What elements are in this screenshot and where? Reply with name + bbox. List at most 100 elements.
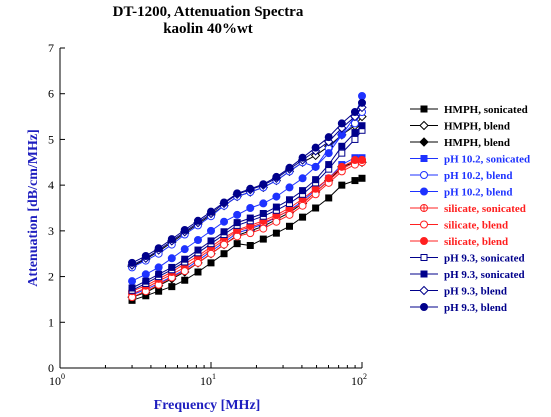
legend-item: pH 10.2, blend — [410, 187, 512, 199]
data-point — [311, 162, 320, 171]
data-point — [351, 177, 359, 185]
data-point — [338, 142, 346, 150]
y-tick-label: 6 — [48, 87, 54, 101]
legend-marker — [420, 303, 428, 311]
data-point — [351, 135, 359, 143]
data-point — [246, 214, 254, 222]
legend-label: silicate, sonicated — [444, 203, 526, 215]
legend-marker — [420, 155, 428, 162]
data-point — [180, 245, 189, 254]
data-point — [272, 217, 281, 226]
data-point — [298, 174, 307, 183]
data-point — [259, 180, 268, 189]
data-point — [155, 270, 163, 278]
data-point — [207, 249, 215, 258]
data-point — [154, 263, 163, 272]
legend-label: pH 9.3, sonicated — [444, 269, 525, 281]
data-point — [207, 259, 215, 267]
data-point — [220, 240, 229, 249]
data-point — [246, 229, 255, 238]
legend-item: HMPH, blend — [410, 121, 510, 133]
x-tick-exponent: 2 — [363, 372, 367, 381]
x-tick-exponent: 1 — [212, 372, 216, 381]
y-tick-label: 7 — [48, 41, 54, 55]
legend-label: pH 10.2, sonicated — [444, 154, 530, 166]
data-point — [246, 184, 255, 193]
chart-title: DT-1200, Attenuation Spectra — [113, 4, 304, 20]
legend-marker — [420, 270, 428, 278]
legend-item: silicate, sonicated — [410, 203, 526, 215]
legend-item: silicate, blend — [410, 220, 508, 232]
data-point — [337, 162, 346, 171]
data-point — [324, 133, 333, 142]
data-point — [325, 194, 333, 202]
data-point — [168, 263, 176, 271]
series-10 — [128, 122, 366, 292]
series-7 — [128, 158, 366, 302]
y-axis-label: Attenuation [dB/cm/MHz] — [26, 129, 41, 286]
data-point — [128, 258, 137, 267]
data-point — [154, 244, 163, 253]
y-tick-label: 5 — [48, 132, 54, 146]
data-point — [167, 254, 176, 263]
x-tick-base: 10 — [351, 374, 363, 388]
data-point — [246, 204, 255, 212]
data-point — [358, 174, 366, 182]
data-point — [141, 270, 150, 279]
legend-label: HMPH, sonicated — [444, 104, 528, 116]
x-tick-label: 100 — [49, 372, 65, 388]
legend-label: pH 10.2, blend — [444, 187, 512, 199]
data-point — [298, 201, 307, 210]
data-point — [338, 181, 346, 189]
legend-marker — [420, 187, 428, 196]
data-point — [358, 156, 366, 164]
y-tick-label: 3 — [48, 224, 54, 238]
legend-item: pH 9.3, sonicated — [410, 269, 525, 281]
legend-marker — [419, 285, 429, 296]
data-point — [193, 236, 202, 244]
legend-item: silicate, blend — [410, 236, 508, 248]
data-point — [358, 98, 366, 107]
series-layer — [127, 92, 367, 304]
legend-marker — [420, 220, 428, 229]
data-point — [337, 119, 346, 128]
data-point — [272, 192, 281, 201]
data-point — [311, 143, 320, 152]
legend-label: silicate, blend — [444, 220, 508, 232]
data-point — [167, 235, 176, 244]
data-point — [128, 277, 137, 286]
data-point — [312, 204, 320, 212]
data-point — [259, 224, 268, 233]
chart-subtitle: kaolin 40%wt — [163, 21, 253, 37]
data-point — [325, 161, 333, 169]
legend-label: pH 9.3, blend — [444, 286, 507, 298]
data-point — [233, 189, 242, 198]
legend-marker — [420, 237, 428, 245]
series-12 — [128, 98, 366, 267]
data-point — [194, 246, 202, 254]
legend-item: pH 9.3, blend — [410, 302, 507, 314]
legend-label: silicate, blend — [444, 236, 508, 248]
x-tick-base: 10 — [49, 374, 61, 388]
legend: HMPH, sonicated HMPH, blend HMPH, blend pH … — [410, 104, 530, 314]
data-point — [338, 149, 346, 157]
data-point — [181, 276, 189, 284]
legend-item: pH 10.2, sonicated — [410, 154, 530, 166]
data-point — [324, 174, 333, 183]
data-point — [299, 213, 307, 221]
data-point — [272, 229, 280, 237]
data-point — [168, 283, 176, 291]
data-point — [298, 153, 307, 162]
x-tick-label: 101 — [200, 372, 216, 388]
data-point — [181, 255, 189, 263]
data-point — [220, 250, 228, 258]
data-point — [358, 92, 366, 100]
data-point — [350, 108, 359, 116]
y-tick-label: 4 — [48, 178, 54, 192]
data-point — [272, 172, 281, 181]
legend-label: pH 10.2, blend — [444, 170, 512, 182]
x-axis-label: Frequency [MHz] — [154, 398, 261, 413]
data-point — [233, 240, 241, 248]
data-point — [259, 199, 268, 208]
